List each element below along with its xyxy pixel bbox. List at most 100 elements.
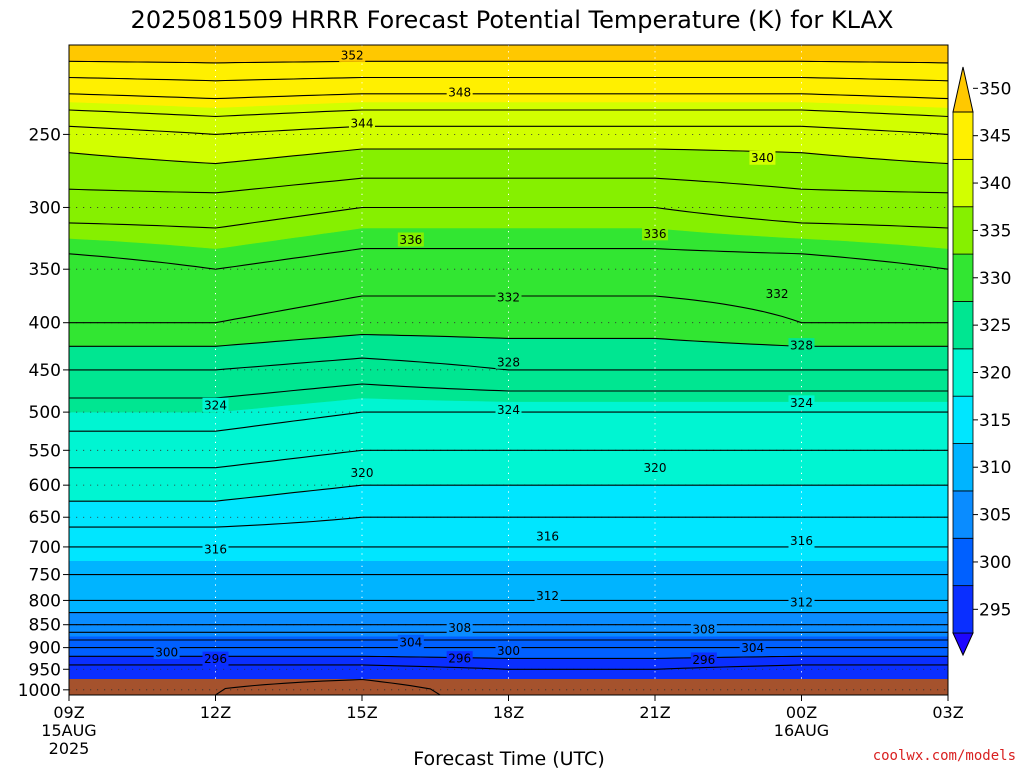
contour-label-text: 308	[448, 621, 471, 635]
contour-label-text: 296	[448, 652, 471, 666]
contour-label-text: 300	[155, 646, 178, 660]
contour-label-bg	[202, 542, 229, 557]
y-tick-label: 1000	[18, 681, 61, 701]
contour-label-0: 352	[339, 47, 366, 62]
contour-label-bg	[446, 651, 473, 666]
contour-label-7: 332	[764, 286, 791, 301]
credit-text: coolwx.com/models	[873, 748, 1016, 764]
contour-label-text: 336	[644, 227, 667, 241]
contour-label-1: 348	[446, 85, 473, 100]
contour-line	[68, 248, 949, 270]
contour-label-bg	[534, 588, 561, 603]
contour-label-27: 296	[446, 651, 473, 666]
contour-label-bg	[495, 402, 522, 417]
y-tick-label: 300	[29, 198, 61, 218]
contour-line	[68, 109, 949, 118]
contour-label-4: 336	[397, 232, 424, 247]
colorbar-swatch	[952, 111, 974, 160]
contour-label-5: 336	[642, 226, 668, 241]
ground-rect	[69, 679, 948, 695]
colorbar-tick-label: 320	[979, 364, 1011, 384]
contour-line	[69, 516, 948, 528]
contour-label-2: 344	[349, 116, 375, 131]
contour-label-text: 312	[790, 595, 813, 609]
colorbar-arrow-low	[952, 632, 974, 657]
contour-label-19: 312	[788, 594, 815, 609]
colorbar-swatch	[952, 301, 974, 350]
x-tick-year: 2025	[49, 739, 90, 758]
contour-line	[69, 449, 948, 469]
y-tick-label: 700	[29, 538, 61, 558]
contour-label-28: 296	[690, 652, 717, 667]
contour-label-21: 308	[690, 621, 717, 636]
contour-label-bg	[788, 338, 815, 353]
contour-label-bg	[534, 528, 561, 543]
contour-label-bg	[642, 226, 668, 241]
contour-label-12: 324	[788, 395, 815, 410]
fill-band	[68, 44, 949, 64]
contour-label-bg	[495, 643, 522, 658]
x-tick-label: 09Z	[53, 703, 84, 722]
contour-line	[68, 177, 949, 194]
x-tick-label: 12Z	[200, 703, 231, 722]
contour-label-bg	[642, 460, 668, 475]
y-tick-label: 450	[29, 361, 61, 381]
contour-label-bg	[339, 47, 366, 62]
colorbar-tick-label: 295	[979, 600, 1011, 620]
contour-label-text: 324	[497, 403, 520, 417]
contour-label-text: 348	[448, 86, 471, 100]
contour-label-3: 340	[749, 150, 776, 165]
contour-label-text: 320	[351, 466, 374, 480]
contour-label-bg	[749, 150, 776, 165]
contour-label-text: 304	[741, 641, 764, 655]
y-tick-label: 900	[29, 639, 61, 659]
contour-label-text: 316	[204, 543, 227, 557]
contour-label-9: 328	[495, 354, 522, 369]
contour-label-text: 312	[536, 589, 559, 603]
contour-label-text: 308	[692, 622, 715, 636]
x-tick-date: 15AUG	[41, 721, 96, 740]
colorbar-tick-label: 315	[979, 411, 1011, 431]
fill-band	[68, 60, 949, 108]
contour-line	[69, 357, 948, 371]
contour-label-bg	[495, 354, 522, 369]
y-tick-label: 250	[29, 125, 61, 145]
y-tick-label: 850	[29, 616, 61, 636]
contour-label-bg	[202, 397, 229, 412]
colorbar-swatch	[952, 253, 974, 302]
contour-label-text: 340	[751, 151, 774, 165]
x-tick-label: 00Z	[786, 703, 817, 722]
contour-label-bg	[690, 621, 717, 636]
x-axis-label: Forecast Time (UTC)	[413, 748, 604, 768]
contour-label-bg	[202, 651, 229, 666]
colorbar-tick-label: 325	[979, 316, 1011, 336]
colorbar-swatch	[952, 490, 974, 539]
contour-label-text: 328	[790, 339, 813, 353]
contour-label-6: 332	[495, 289, 522, 304]
contour-label-text: 316	[536, 529, 559, 543]
contour-label-13: 320	[349, 465, 375, 480]
contour-label-text: 332	[766, 287, 789, 301]
contour-label-text: 320	[644, 461, 667, 475]
contour-label-24: 300	[153, 645, 180, 660]
contour-label-bg	[788, 395, 815, 410]
contour-label-25: 300	[495, 643, 522, 658]
contour-label-text: 304	[399, 635, 422, 649]
x-tick-label: 21Z	[639, 703, 670, 722]
contour-label-bg	[397, 232, 424, 247]
colorbar-tick-label: 300	[979, 553, 1011, 573]
colorbar-swatch	[952, 537, 974, 587]
y-tick-label: 400	[29, 314, 61, 334]
colorbar-swatch	[952, 206, 974, 255]
contour-label-bg	[349, 465, 375, 480]
contour-label-22: 304	[397, 634, 424, 649]
contour-label-18: 312	[534, 588, 561, 603]
contour-label-text: 324	[790, 396, 813, 410]
y-axis: 250 300 350 400 450 500 550 600 650 700 750 800 850 9…	[18, 125, 69, 701]
ground-area	[69, 679, 948, 695]
contour-label-text: 328	[497, 355, 520, 369]
y-tick-label: 500	[29, 403, 61, 423]
contour-label-15: 316	[202, 542, 229, 557]
